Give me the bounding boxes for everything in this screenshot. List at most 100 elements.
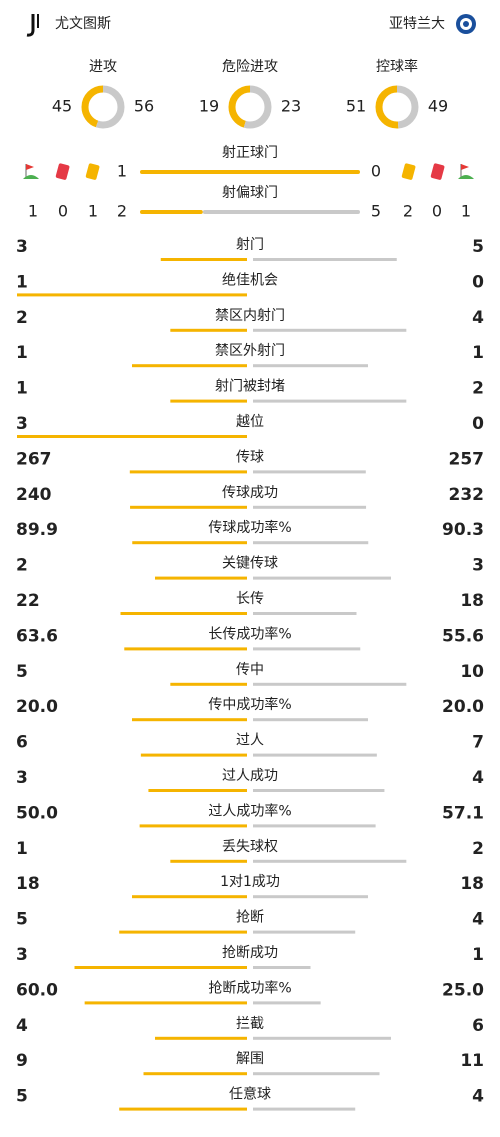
- stat-away-bar: [253, 789, 385, 792]
- stat-label: 任意球: [229, 1086, 271, 1103]
- stat-away-value: 5: [472, 237, 484, 257]
- stat-away-bar: [253, 541, 369, 545]
- stat-label: 过人成功率%: [208, 802, 291, 819]
- stat-away-bar: [253, 1072, 380, 1076]
- away-corners-count: 1: [461, 202, 471, 221]
- stat-away-value: 0: [472, 414, 484, 434]
- stat-away-value: 10: [460, 662, 484, 682]
- stat-home-bar: [160, 258, 247, 261]
- stat-home-bar: [148, 789, 247, 792]
- away-team: 亚特兰大: [389, 16, 445, 32]
- stat-home-value: 3: [16, 414, 28, 434]
- stat-home-bar: [155, 576, 247, 580]
- shot-home-bar: [140, 170, 360, 174]
- stat-home-value: 1: [16, 379, 28, 399]
- stat-home-bar: [139, 824, 247, 828]
- stat-home-value: 18: [16, 874, 40, 894]
- stat-home-bar: [17, 435, 247, 438]
- stat-home-value: 1: [16, 343, 28, 363]
- stat-home-bar: [119, 930, 247, 934]
- stat-away-bar: [253, 1107, 356, 1111]
- stat-away-bar: [253, 930, 356, 934]
- stat-home-bar: [120, 612, 247, 615]
- stat-home-bar: [155, 1036, 247, 1040]
- ring-away-arc: [81, 85, 125, 129]
- shot-home-value: 2: [117, 202, 127, 221]
- stat-label: 禁区内射门: [215, 308, 285, 324]
- stat-home-bar: [140, 753, 247, 757]
- stat-away-value: 55.6: [442, 626, 484, 646]
- stat-label: 越位: [236, 414, 264, 430]
- away-red-count: 0: [432, 202, 442, 221]
- stat-away-bar: [253, 718, 368, 722]
- home-team: 尤文图斯: [55, 16, 111, 32]
- stat-label: 传球: [236, 449, 264, 465]
- stat-home-bar: [132, 895, 247, 899]
- stat-away-value: 2: [472, 839, 484, 859]
- stat-away-bar: [253, 682, 407, 686]
- stat-home-bar: [84, 1001, 247, 1005]
- shot-away-bar: [202, 210, 360, 214]
- stat-home-bar: [132, 364, 247, 368]
- stat-home-value: 6: [16, 733, 28, 753]
- stat-label: 禁区外射门: [215, 343, 285, 359]
- stat-away-value: 7: [472, 733, 484, 753]
- ring-home-value: 51: [346, 97, 366, 116]
- stat-away-value: 4: [472, 768, 484, 788]
- stat-label: 射门被封堵: [215, 379, 285, 395]
- yellow-card-icon: [401, 163, 416, 180]
- stat-away-value: 4: [472, 308, 484, 328]
- stat-home-bar: [124, 647, 247, 651]
- stat-home-value: 9: [16, 1051, 28, 1071]
- stat-away-bar: [253, 612, 357, 615]
- stat-label: 丢失球权: [222, 839, 278, 855]
- home-yellow-count: 1: [88, 202, 98, 221]
- ring-away-value: 56: [134, 97, 154, 116]
- stat-away-bar: [253, 258, 397, 261]
- shot-away-value: 0: [371, 162, 381, 181]
- stat-label: 传中: [236, 662, 264, 678]
- corner-icon: [458, 175, 474, 179]
- red-card-icon: [430, 163, 445, 180]
- shot-away-value: 5: [371, 202, 381, 221]
- stat-home-value: 5: [16, 1087, 28, 1107]
- stat-label: 解围: [236, 1051, 264, 1067]
- stat-label: 拦截: [236, 1016, 264, 1032]
- corner-icon: [26, 164, 34, 170]
- stat-home-value: 60.0: [16, 980, 58, 1000]
- away-yellow-count: 2: [403, 202, 413, 221]
- stat-away-value: 232: [449, 485, 485, 505]
- shot-home-value: 1: [117, 162, 127, 181]
- stat-away-value: 20.0: [442, 697, 484, 717]
- stat-home-value: 63.6: [16, 626, 58, 646]
- stat-away-bar: [253, 859, 407, 863]
- stat-away-bar: [253, 753, 377, 757]
- stat-home-bar: [170, 399, 247, 403]
- ring-away-arc: [375, 85, 419, 129]
- stat-away-value: 90.3: [442, 520, 484, 540]
- ring-away-arc: [228, 85, 272, 129]
- ring-label: 进攻: [89, 59, 117, 75]
- home-red-count: 0: [58, 202, 68, 221]
- stat-home-bar: [132, 718, 247, 722]
- stat-home-bar: [130, 505, 247, 509]
- stat-home-bar: [170, 682, 247, 686]
- stat-label: 长传成功率%: [208, 625, 291, 642]
- ring-away-value: 49: [428, 97, 448, 116]
- stat-home-bar: [17, 293, 247, 297]
- stat-label: 过人成功: [222, 768, 278, 784]
- stat-away-bar: [253, 966, 311, 969]
- stat-away-bar: [253, 328, 407, 332]
- stat-home-value: 1: [16, 839, 28, 859]
- ring-home-value: 19: [199, 97, 219, 116]
- ring-label: 危险进攻: [222, 59, 278, 75]
- stat-away-bar: [253, 364, 368, 368]
- stat-home-bar: [74, 966, 247, 969]
- stat-away-bar: [253, 647, 361, 651]
- ring-away-value: 23: [281, 97, 301, 116]
- stat-home-value: 5: [16, 910, 28, 930]
- ring-label: 控球率: [376, 58, 418, 75]
- stat-away-bar: [253, 895, 368, 899]
- stat-away-value: 6: [472, 1016, 484, 1036]
